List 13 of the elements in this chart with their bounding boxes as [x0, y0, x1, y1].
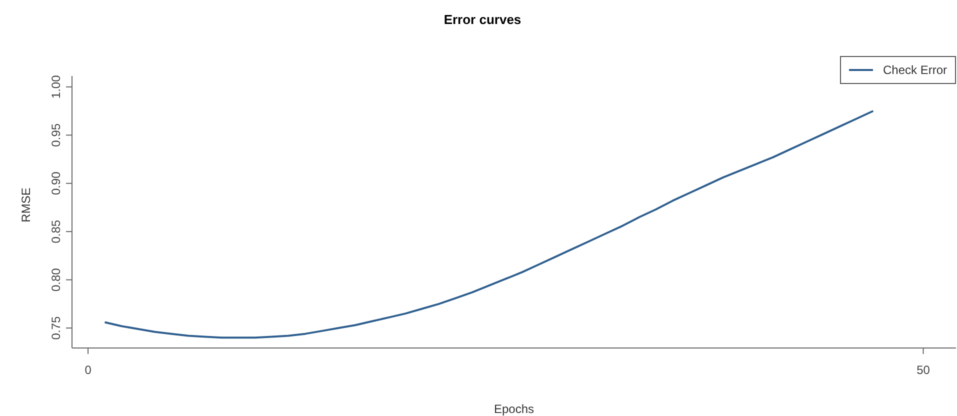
x-axis-title: Epochs	[492, 402, 536, 416]
chart-title: Error curves	[442, 12, 522, 27]
y-tick-label: 0.75	[49, 316, 63, 340]
line-series	[104, 110, 874, 339]
y-tick-label: 0.80	[49, 268, 63, 292]
y-axis-title: RMSE	[19, 186, 33, 224]
y-tick-label: 0.95	[49, 123, 63, 147]
x-tick-label: 50	[916, 363, 930, 377]
y-tick-label: 0.90	[49, 171, 63, 196]
x-tick-label: 0	[84, 363, 92, 377]
legend-label: Check Error	[882, 63, 947, 77]
y-tick-label: 0.85	[49, 220, 63, 244]
y-tick-label: 1.00	[49, 74, 63, 99]
